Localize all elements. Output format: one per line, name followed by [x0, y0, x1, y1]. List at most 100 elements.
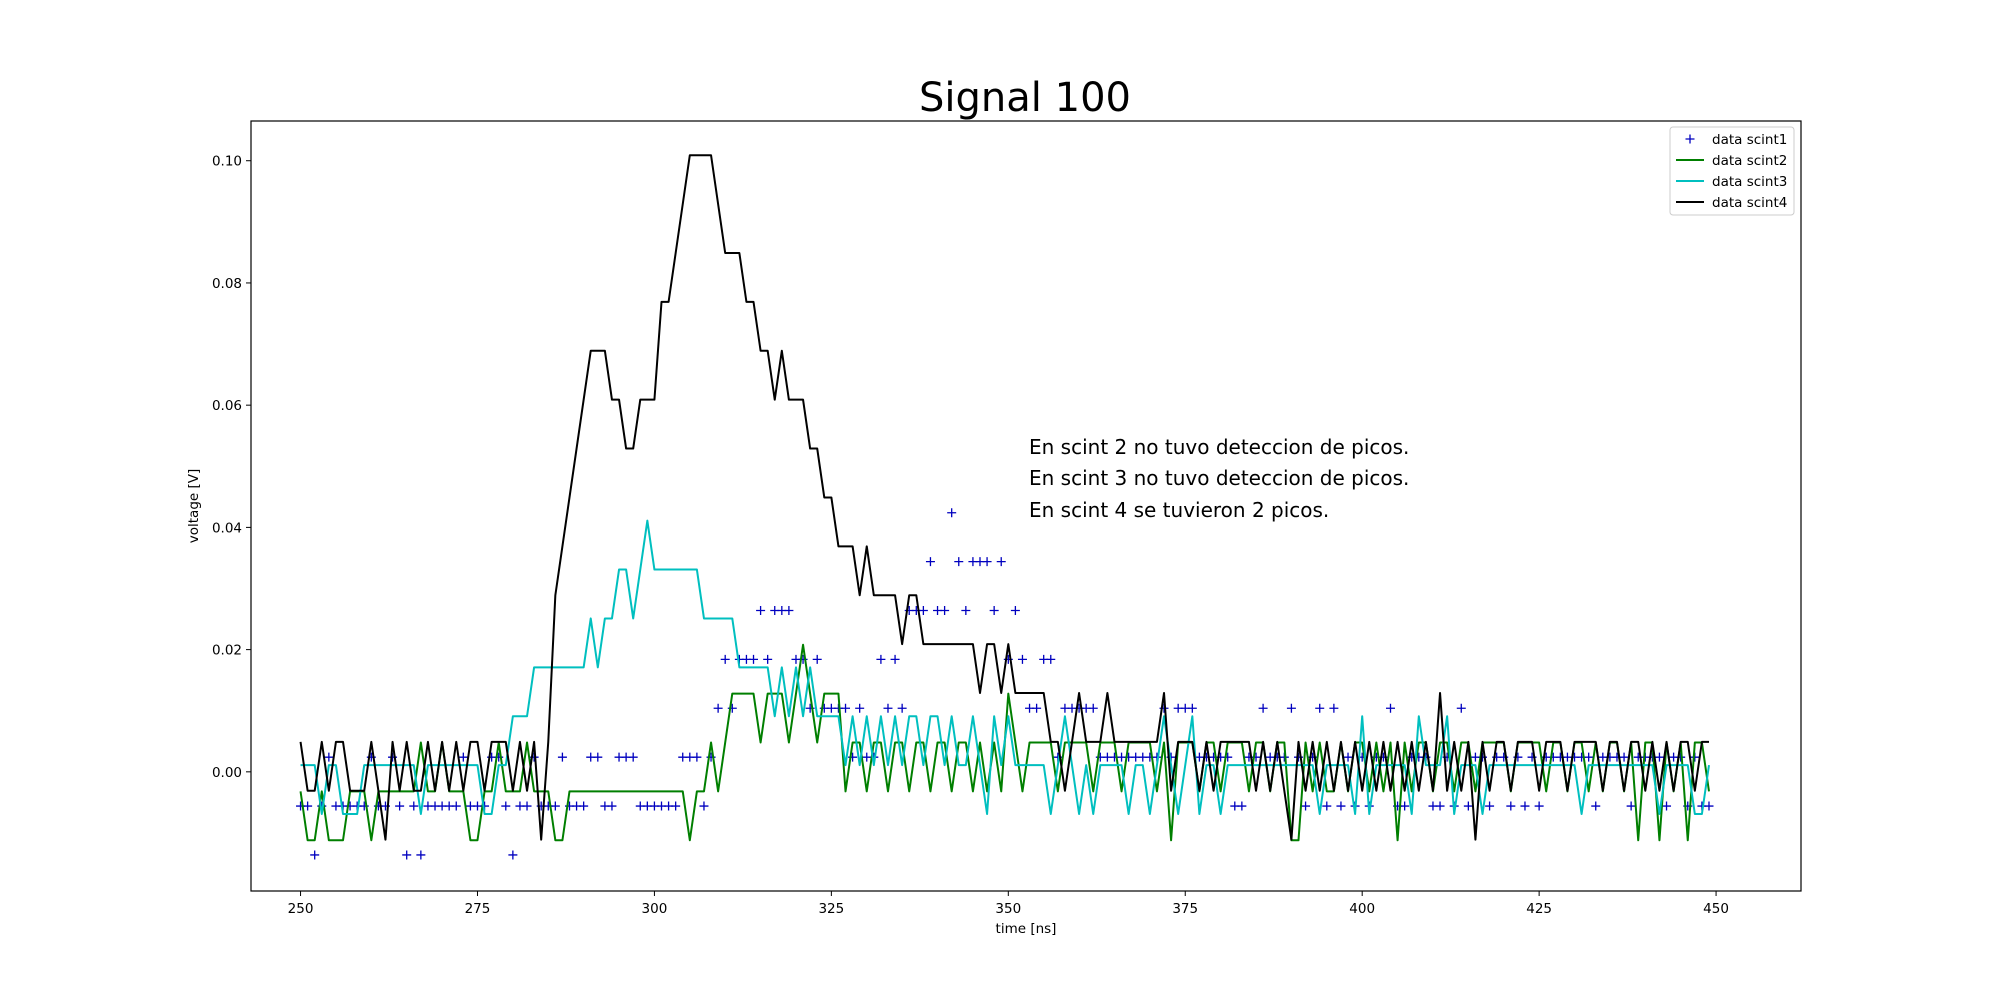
- data-point-marker: [1506, 801, 1516, 811]
- data-point-marker: [961, 606, 971, 615]
- data-point-marker: [416, 850, 426, 860]
- legend-label: data scint4: [1712, 195, 1787, 211]
- series-data-scint4: [299, 154, 1709, 841]
- data-point-marker: [607, 801, 617, 811]
- data-point-marker: [890, 654, 900, 664]
- annotation-line: En scint 3 no tuvo deteccion de picos.: [1029, 466, 1409, 490]
- x-tick-label: 325: [818, 901, 844, 917]
- data-point-marker: [1046, 654, 1056, 664]
- data-point-marker: [1654, 752, 1664, 762]
- series-layer: [296, 154, 1714, 860]
- y-tick-label: 0.04: [212, 520, 242, 536]
- x-tick-label: 300: [642, 901, 668, 917]
- data-point-marker: [1336, 801, 1346, 811]
- data-point-marker: [409, 801, 419, 811]
- data-point-marker: [720, 654, 730, 664]
- data-point-marker: [508, 850, 518, 860]
- data-point-marker: [579, 801, 589, 811]
- annotation-line: En scint 2 no tuvo deteccion de picos.: [1029, 435, 1409, 459]
- data-point-marker: [1584, 752, 1594, 762]
- data-point-marker: [522, 801, 532, 811]
- data-point-marker: [1088, 703, 1098, 713]
- data-point-marker: [501, 801, 511, 811]
- data-point-marker: [1329, 703, 1339, 713]
- series-line: [299, 154, 1709, 841]
- data-point-marker: [550, 801, 560, 811]
- data-point-marker: [996, 557, 1006, 567]
- data-point-marker: [1456, 703, 1466, 713]
- data-point-marker: [1619, 752, 1629, 762]
- legend-item: data scint3: [1676, 174, 1787, 190]
- data-point-marker: [1258, 703, 1268, 713]
- data-point-marker: [1520, 801, 1530, 811]
- data-point-marker: [1662, 801, 1672, 811]
- x-tick-label: 450: [1703, 901, 1729, 917]
- data-point-marker: [1237, 801, 1247, 811]
- series-line: [300, 519, 1710, 815]
- data-point-marker: [1626, 801, 1636, 811]
- data-point-marker: [989, 606, 999, 615]
- x-tick-label: 350: [995, 901, 1021, 917]
- x-tick-label: 375: [1172, 901, 1198, 917]
- data-point-marker: [1704, 801, 1714, 811]
- data-point-marker: [1463, 801, 1473, 811]
- data-point-marker: [1322, 801, 1332, 811]
- legend-label: data scint2: [1712, 153, 1787, 169]
- x-tick-label: 275: [465, 901, 491, 917]
- data-point-marker: [692, 752, 702, 762]
- legend: data scint1 data scint2 data scint3 data sc…: [1669, 126, 1795, 216]
- data-point-marker: [784, 606, 794, 615]
- y-axis-label: voltage [V]: [186, 469, 202, 544]
- data-point-marker: [812, 654, 822, 664]
- data-point-marker: [1400, 801, 1410, 811]
- data-point-marker: [1485, 801, 1495, 811]
- data-point-marker: [593, 752, 603, 762]
- data-point-marker: [883, 703, 893, 713]
- data-point-marker: [947, 508, 957, 518]
- data-point-marker: [451, 801, 461, 811]
- data-point-marker: [303, 801, 313, 811]
- plot-frame: [250, 120, 1802, 892]
- data-point-marker: [918, 606, 928, 615]
- x-tick-label: 400: [1349, 901, 1375, 917]
- legend-swatch: [1685, 134, 1695, 144]
- data-point-marker: [749, 654, 759, 664]
- data-point-marker: [1017, 654, 1027, 664]
- y-tick-label: 0.02: [212, 643, 242, 659]
- data-point-marker: [628, 752, 638, 762]
- data-point-marker: [557, 752, 567, 762]
- data-point-marker: [940, 606, 950, 615]
- chart-title: Signal 100: [919, 75, 1131, 121]
- y-tick-label: 0.10: [212, 154, 242, 170]
- y-tick-label: 0.08: [212, 276, 242, 292]
- y-tick-label: 0.00: [212, 765, 242, 781]
- data-point-marker: [855, 703, 865, 713]
- data-point-marker: [310, 850, 320, 860]
- data-point-marker: [925, 557, 935, 567]
- annotation-text: En scint 2 no tuvo deteccion de picos. E…: [1029, 435, 1409, 522]
- legend-frame: [1669, 126, 1795, 216]
- data-point-marker: [1187, 703, 1197, 713]
- data-point-marker: [982, 557, 992, 567]
- x-tick-label: 425: [1526, 901, 1552, 917]
- data-point-marker: [763, 654, 773, 664]
- legend-label: data scint3: [1712, 174, 1787, 190]
- legend-label: data scint1: [1712, 132, 1787, 148]
- data-point-marker: [1534, 801, 1544, 811]
- data-point-marker: [458, 752, 468, 762]
- data-point-marker: [395, 801, 405, 811]
- data-point-marker: [402, 850, 412, 860]
- data-point-marker: [876, 654, 886, 664]
- data-point-marker: [756, 606, 766, 615]
- data-point-marker: [841, 703, 851, 713]
- legend-item: data scint2: [1676, 153, 1787, 169]
- annotation-line: En scint 4 se tuvieron 2 picos.: [1029, 498, 1329, 522]
- data-point-marker: [1010, 606, 1020, 615]
- data-point-marker: [713, 703, 723, 713]
- data-point-marker: [671, 801, 681, 811]
- ticks-layer: 250 275 300 325 350 375 400 425 450 0.00 0.02 0.04 0…: [212, 154, 1729, 917]
- data-point-marker: [897, 703, 907, 713]
- data-point-marker: [1591, 801, 1601, 811]
